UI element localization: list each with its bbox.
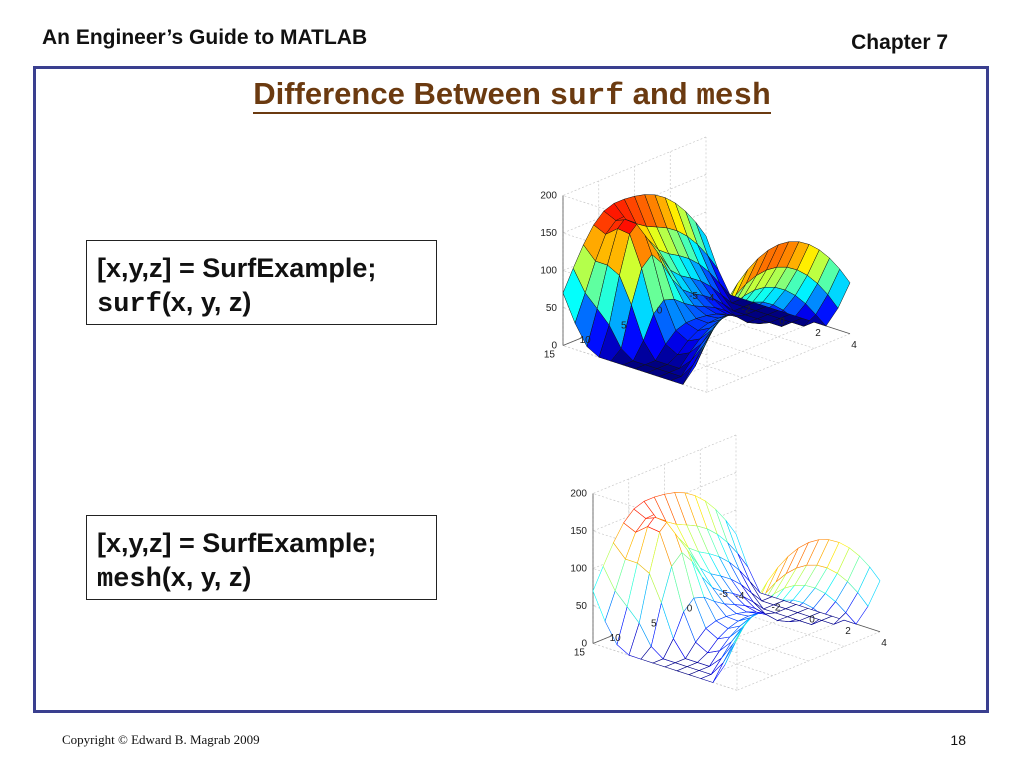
mesh-func-name: mesh: [97, 565, 162, 595]
z-tick-label: 200: [540, 191, 557, 202]
surf-code-line1: [x,y,z] = SurfExample;: [97, 253, 377, 283]
z-tick-label: 200: [570, 489, 587, 500]
y-tick-label: 0: [657, 306, 663, 317]
mesh-cell: [857, 566, 881, 607]
z-tick-label: 150: [540, 228, 557, 239]
slide-title-underline: Difference Between surf and mesh: [253, 76, 771, 114]
surf-func-args: (x, y, z): [161, 287, 252, 317]
y-tick-label: 0: [687, 604, 693, 615]
surf-func-name: surf: [97, 290, 162, 320]
title-code-surf: surf: [549, 79, 624, 114]
x-tick-label: 0: [809, 614, 815, 625]
book-title: An Engineer’s Guide to MATLAB: [42, 26, 368, 49]
x-tick-label: 4: [881, 638, 887, 649]
mesh-lines: [592, 492, 881, 683]
title-prefix: Difference Between: [253, 76, 550, 111]
z-tick-label: 150: [570, 526, 587, 537]
y-tick-label: 5: [651, 618, 657, 629]
surface-patch: [827, 268, 851, 309]
x-tick-label: -4: [736, 591, 745, 602]
mesh-code-line1: [x,y,z] = SurfExample;: [97, 528, 377, 558]
y-tick-label: -5: [689, 291, 698, 302]
z-tick-label: 100: [540, 266, 557, 277]
x-tick-label: -4: [706, 293, 715, 304]
z-tick-label: 0: [551, 341, 557, 352]
z-tick-label: 50: [546, 303, 558, 314]
title-code-mesh: mesh: [696, 79, 771, 114]
x-tick-label: 0: [779, 316, 785, 327]
title-mid: and: [623, 76, 697, 111]
mesh-code-box: [x,y,z] = SurfExample; mesh(x, y, z): [86, 515, 437, 600]
y-tick-label: 10: [610, 633, 622, 644]
slide-title: Difference Between surf and mesh: [0, 76, 1024, 114]
y-tick-label: 15: [574, 648, 586, 659]
surface-patches: [562, 194, 851, 385]
chapter-label: Chapter 7: [851, 31, 948, 54]
page-number: 18: [950, 732, 966, 748]
y-tick-label: -5: [719, 589, 728, 600]
x-tick-label: 2: [815, 328, 821, 339]
surf-code-line2: surf(x, y, z): [97, 285, 426, 322]
x-tick-label: -2: [742, 305, 751, 316]
y-tick-label: 5: [621, 320, 627, 331]
z-tick-label: 0: [581, 639, 587, 650]
x-tick-label: -2: [772, 603, 781, 614]
copyright-text: Copyright © Edward B. Magrab 2009: [62, 732, 260, 747]
z-tick-label: 100: [570, 564, 587, 575]
y-tick-label: 15: [544, 350, 556, 361]
mesh-func-args: (x, y, z): [161, 562, 252, 592]
y-tick-label: 10: [580, 335, 592, 346]
x-tick-label: 4: [851, 340, 857, 351]
z-tick-label: 50: [576, 601, 588, 612]
mesh-code-line2: mesh(x, y, z): [97, 560, 426, 597]
x-tick-label: 2: [845, 626, 851, 637]
surf-code-box: [x,y,z] = SurfExample; surf(x, y, z): [86, 240, 437, 325]
